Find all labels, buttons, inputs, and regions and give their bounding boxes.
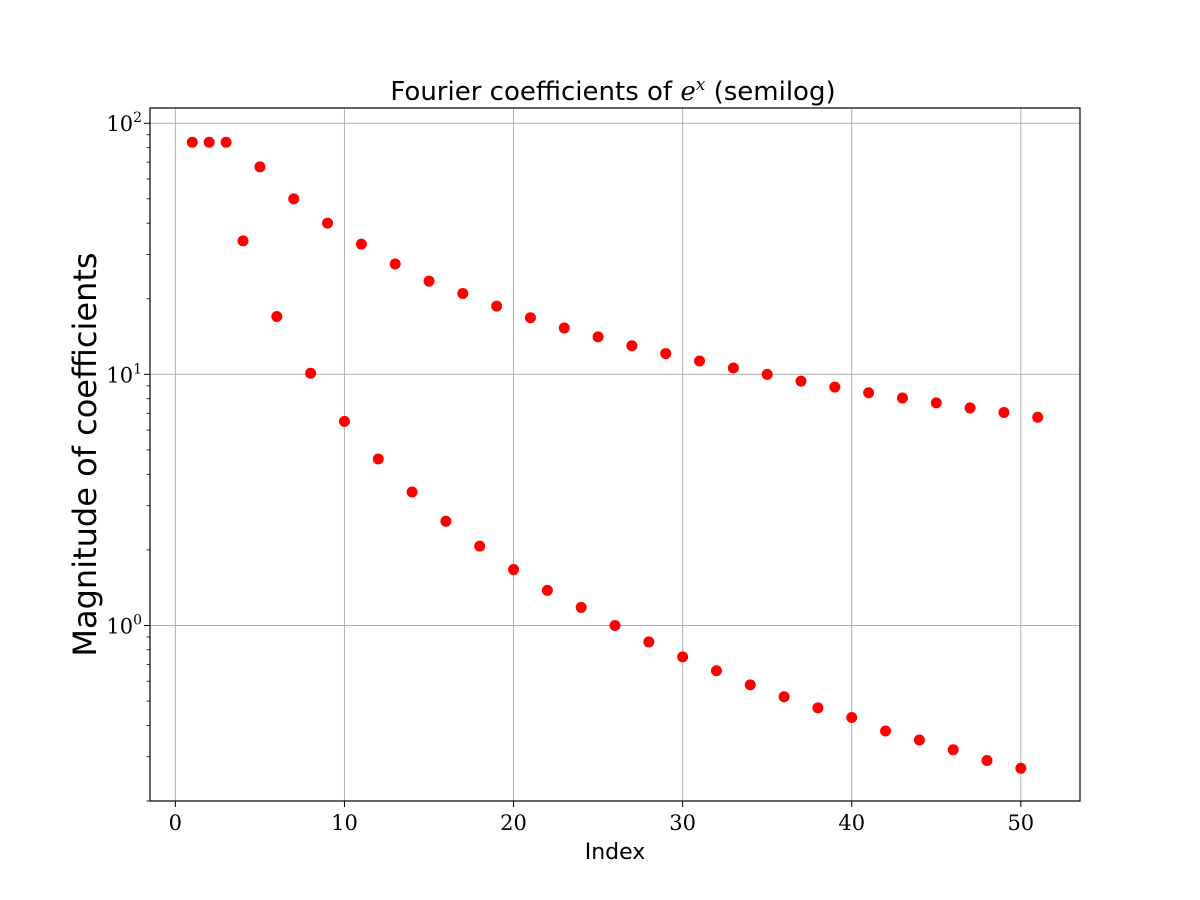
x-tick-label: 40	[838, 811, 865, 835]
data-point	[896, 392, 908, 404]
chart-title: Fourier coefficients of ex (semilog)	[390, 75, 835, 107]
data-point	[981, 754, 993, 766]
data-point	[203, 136, 215, 148]
data-point	[186, 136, 198, 148]
grid-lines	[150, 108, 1080, 801]
data-point	[727, 362, 739, 374]
x-tick-label: 20	[500, 811, 527, 835]
data-point	[863, 387, 875, 399]
y-axis-label: Magnitude of coefficients	[66, 252, 104, 656]
data-point	[457, 287, 469, 299]
data-point	[474, 540, 486, 552]
data-point	[930, 397, 942, 409]
data-point	[795, 375, 807, 387]
data-point	[558, 322, 570, 334]
data-point	[271, 310, 283, 322]
chart-title-math-base: e	[680, 77, 695, 107]
data-point	[372, 453, 384, 465]
data-point	[947, 744, 959, 756]
data-point	[829, 381, 841, 393]
y-tick-label: 100	[106, 612, 142, 638]
data-point	[1032, 411, 1044, 423]
data-point	[491, 300, 503, 312]
data-point	[1015, 762, 1027, 774]
x-tick-label: 10	[331, 811, 358, 835]
data-point	[812, 702, 824, 714]
data-point	[694, 355, 706, 367]
data-point	[237, 235, 249, 247]
data-point	[440, 515, 452, 527]
chart-title-math-exp: x	[696, 75, 706, 95]
chart-title-suffix: (semilog)	[705, 77, 835, 107]
y-tick-label: 101	[106, 361, 142, 387]
tick-labels: 0 10 20 30 40 50 100 101 102	[106, 110, 1034, 835]
data-point	[508, 564, 520, 576]
data-point	[541, 584, 553, 596]
x-tick-label: 50	[1007, 811, 1034, 835]
data-point	[575, 601, 587, 613]
data-point	[524, 312, 536, 324]
data-point	[338, 415, 350, 427]
data-point	[288, 193, 300, 205]
data-point	[660, 348, 672, 360]
x-tick-label: 0	[169, 811, 182, 835]
y-tick-label: 102	[106, 110, 142, 136]
plot-frame	[149, 107, 1081, 802]
data-point	[744, 679, 756, 691]
data-point	[389, 258, 401, 270]
data-point	[710, 665, 722, 677]
data-point	[626, 340, 638, 352]
data-point	[592, 331, 604, 343]
x-tick-label: 30	[669, 811, 696, 835]
x-axis-label: Index	[585, 840, 646, 865]
data-point	[609, 619, 621, 631]
data-point	[964, 402, 976, 414]
data-point	[305, 367, 317, 379]
data-point	[677, 651, 689, 663]
data-point	[880, 725, 892, 737]
minor-ticks	[144, 122, 1022, 807]
data-point	[778, 691, 790, 703]
data-point	[846, 712, 858, 724]
data-point	[355, 238, 367, 250]
data-point	[761, 368, 773, 380]
data-point	[254, 161, 266, 173]
data-point	[322, 217, 334, 229]
data-point	[220, 136, 232, 148]
data-points	[186, 136, 1044, 774]
chart-title-prefix: Fourier coefficients of	[390, 77, 680, 107]
data-point	[423, 275, 435, 287]
data-point	[998, 406, 1010, 418]
data-point	[643, 636, 655, 648]
data-point	[406, 486, 418, 498]
data-point	[913, 734, 925, 746]
